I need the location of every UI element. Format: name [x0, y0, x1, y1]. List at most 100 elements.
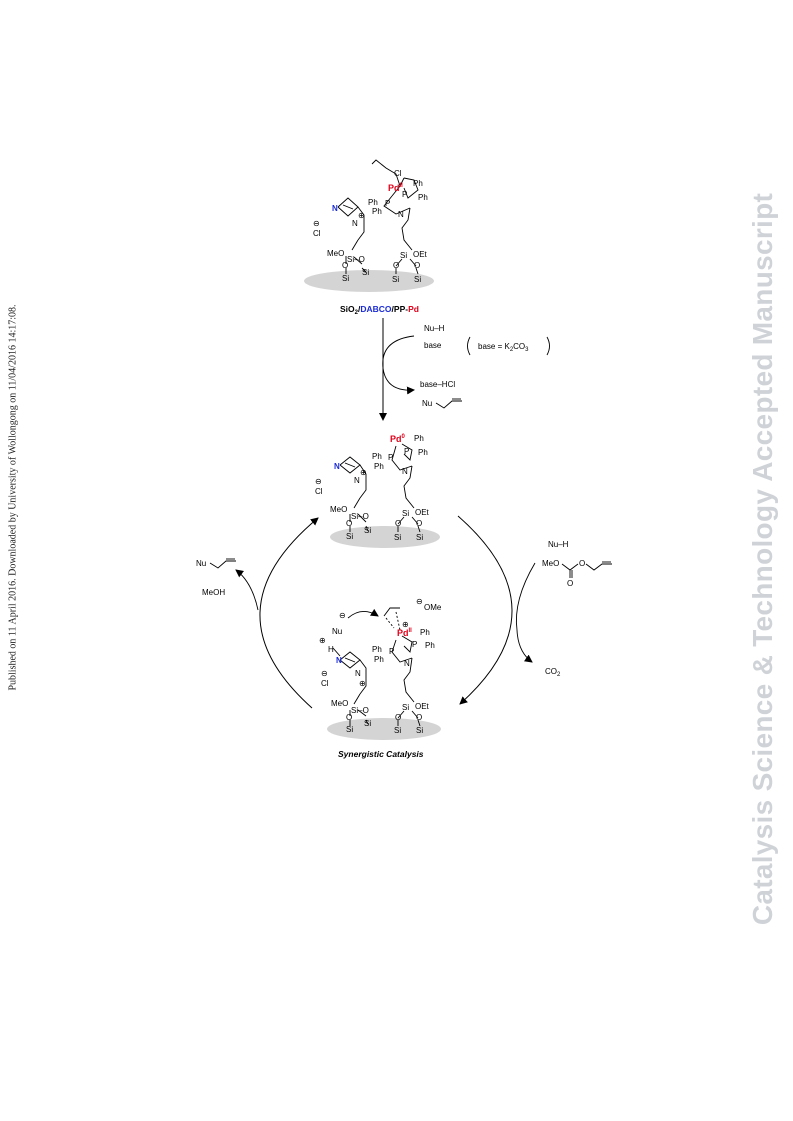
meo-carbonate: MeO [542, 559, 559, 568]
cl-ligand-top: Cl [394, 169, 402, 178]
right-cycle-arrow [457, 515, 513, 705]
left-cycle-arrow [259, 517, 319, 709]
ph-3-bot: Ph [372, 645, 382, 654]
allyl-chain-step1 [435, 400, 462, 409]
ph-1-bot: Ph [420, 628, 430, 637]
ph-1-top: Ph [413, 179, 423, 188]
si-right-1-mid: Si [394, 533, 401, 542]
oet-mid: OEt [415, 508, 430, 517]
o-left-mid: O [346, 519, 352, 528]
o-right-1-bot: O [395, 713, 401, 722]
plus-h: ⊕ [319, 636, 326, 645]
si-left-2-mid: Si [364, 526, 371, 535]
si-right-2-mid: Si [416, 533, 423, 542]
cl-anion-top: Cl [313, 229, 321, 238]
oet-top: OEt [413, 250, 428, 259]
catalyst-name-label: SiO2/DABCO/PP-Pd [340, 304, 419, 316]
right-arc-oxidative-addition: Nu–H MeO O O CO2 [457, 515, 612, 705]
pd0-label: Pd0 [390, 434, 406, 444]
si-left-1-mid: Si [346, 532, 353, 541]
ph-3-top: Ph [368, 198, 378, 207]
ph-4-mid: Ph [374, 462, 384, 471]
o-right-1-top: O [393, 261, 399, 270]
o-right-2-top: O [414, 261, 420, 270]
si-oet-bot: Si [402, 703, 409, 712]
ph-3-mid: Ph [372, 452, 382, 461]
p-atom-1-mid: P [404, 447, 409, 456]
n-plus-top: N [352, 219, 358, 228]
cl-anion-bot: Cl [321, 679, 329, 688]
si-left-1-bot: Si [346, 725, 353, 734]
n-amine-top: N [398, 210, 404, 219]
allyl-chain-left [209, 560, 236, 569]
plus-charge-bot: ⊕ [359, 679, 366, 688]
ph-2-top: Ph [418, 193, 428, 202]
minus-ome: ⊖ [416, 597, 423, 606]
plus-charge-mid: ⊕ [360, 468, 367, 477]
si-left-2-top: Si [362, 268, 369, 277]
minus-charge-bot: ⊖ [321, 669, 328, 678]
si-oet-mid: Si [402, 509, 409, 518]
cl-anion-mid: Cl [315, 487, 323, 496]
si-o-left-mid: Si–O [351, 512, 369, 521]
o-right-2-bot: O [416, 713, 422, 722]
silica-support-bottom [327, 718, 441, 740]
si-right-2-top: Si [414, 275, 421, 284]
si-o-left-top: Si–O [347, 255, 365, 264]
paren-left [467, 336, 471, 356]
si-right-1-top: Si [392, 275, 399, 284]
oet-bot: OEt [415, 702, 430, 711]
silica-support-middle [330, 526, 440, 548]
base-reagent-step1: base [424, 341, 442, 350]
n-amine-mid: N [402, 467, 408, 476]
synergistic-catalysis-label: Synergistic Catalysis [338, 749, 424, 759]
ph-1-mid: Ph [414, 434, 424, 443]
ph-2-bot: Ph [425, 641, 435, 650]
n-plus-mid: N [354, 476, 360, 485]
methanol-byproduct: MeOH [202, 588, 225, 597]
dabco-n-mid: N [334, 462, 340, 471]
catalyst-top: PdII Cl Ph P Ph Ph P Ph N N N ⊕ ⊖ Cl MeO… [304, 159, 434, 292]
minus-charge-mid: ⊖ [315, 477, 322, 486]
right-co2-arrow-out [516, 629, 533, 663]
paren-right [546, 336, 550, 356]
n-amine-bot: N [404, 659, 410, 668]
si-left-1-top: Si [342, 274, 349, 283]
o-carbonyl: O [567, 579, 573, 588]
pd2-label-bottom: PdII [397, 628, 412, 638]
minus-charge-top: ⊖ [313, 219, 320, 228]
ome-anion: OMe [424, 603, 442, 612]
dabco-nh-bot: N [336, 656, 342, 665]
dabco-n-top: N [332, 204, 338, 213]
p-atom-2-bot: P [389, 647, 394, 656]
o-ester: O [579, 559, 585, 568]
allyl-product-left: Nu [196, 559, 206, 568]
p-atom-1-bot: P [412, 640, 417, 649]
co2-byproduct: CO2 [545, 667, 561, 678]
p-atom-2-top: P [385, 199, 390, 208]
o-left-bot: O [346, 713, 352, 722]
si-left-2-bot: Si [364, 719, 371, 728]
base-hcl-byproduct: base–HCl [420, 380, 455, 389]
o-right-1-mid: O [395, 519, 401, 528]
h-proton: H [328, 645, 334, 654]
nu-anion: Nu [332, 627, 342, 636]
activation-step: Nu–H base base = K2CO3 base–HCl Nu [379, 318, 550, 421]
pd-label-top: PdII [388, 183, 403, 193]
plus-pd: ⊕ [402, 620, 409, 629]
ph-2-mid: Ph [418, 448, 428, 457]
o-right-2-mid: O [416, 519, 422, 528]
meo-top: MeO [327, 249, 344, 258]
si-right-1-bot: Si [394, 726, 401, 735]
allyl-product-step1: Nu [422, 399, 432, 408]
left-product-arrow [235, 569, 259, 611]
meo-mid: MeO [330, 505, 347, 514]
p-atom-1-top: P [402, 190, 407, 199]
meo-bot: MeO [331, 699, 348, 708]
nucleophilic-attack-arrow [347, 608, 379, 619]
n-plus-bot: N [355, 669, 361, 678]
base-definition: base = K2CO3 [478, 342, 529, 353]
nu-h-reagent-step1: Nu–H [424, 324, 445, 333]
ph-4-bot: Ph [374, 655, 384, 664]
